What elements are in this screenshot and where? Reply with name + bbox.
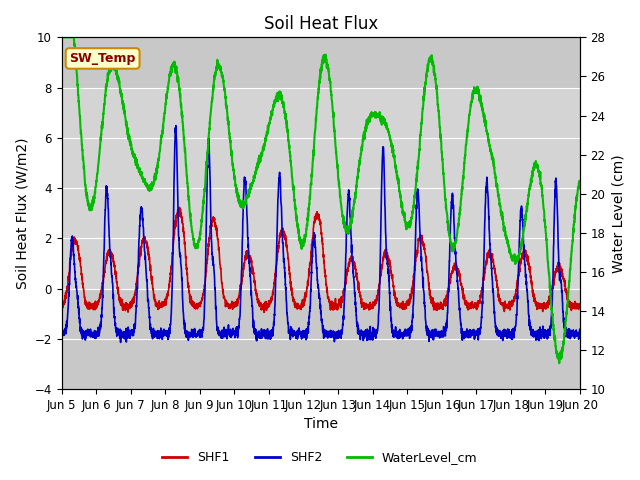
- SHF1: [260, 310, 268, 315]
- WaterLevel_cm: [148, 183, 156, 189]
- SHF2: [172, 123, 180, 129]
- WaterLevel_cm: [117, 91, 125, 97]
- SHF1: [566, 301, 574, 307]
- SHF1: [257, 303, 264, 309]
- SHF1: [280, 228, 287, 233]
- SHF1: [117, 302, 125, 308]
- X-axis label: Time: Time: [304, 418, 338, 432]
- Y-axis label: Water Level (cm): Water Level (cm): [611, 154, 625, 273]
- WaterLevel_cm: [58, 35, 65, 40]
- SHF2: [566, 336, 574, 342]
- SHF1: [58, 299, 65, 305]
- SHF2: [148, 326, 156, 332]
- SHF2: [117, 329, 125, 335]
- Y-axis label: Soil Heat Flux (W/m2): Soil Heat Flux (W/m2): [15, 137, 29, 289]
- WaterLevel_cm: [556, 360, 563, 366]
- SHF1: [576, 303, 584, 309]
- SHF2: [280, 249, 287, 255]
- SHF2: [576, 326, 584, 332]
- WaterLevel_cm: [279, 99, 287, 105]
- SHF2: [257, 334, 264, 340]
- Bar: [61, 87, 580, 288]
- SHF2: [511, 325, 518, 331]
- Line: SHF1: SHF1: [61, 207, 580, 312]
- WaterLevel_cm: [257, 158, 264, 164]
- Title: Soil Heat Flux: Soil Heat Flux: [264, 15, 378, 33]
- SHF1: [511, 298, 518, 304]
- SHF2: [116, 339, 124, 345]
- Line: SHF2: SHF2: [61, 126, 580, 342]
- WaterLevel_cm: [576, 180, 584, 185]
- Text: SW_Temp: SW_Temp: [69, 52, 136, 65]
- Line: WaterLevel_cm: WaterLevel_cm: [61, 37, 580, 363]
- Legend: SHF1, SHF2, WaterLevel_cm: SHF1, SHF2, WaterLevel_cm: [157, 446, 483, 469]
- SHF1: [148, 277, 156, 283]
- WaterLevel_cm: [510, 254, 518, 260]
- WaterLevel_cm: [566, 266, 574, 272]
- SHF1: [176, 204, 184, 210]
- SHF2: [58, 326, 65, 332]
